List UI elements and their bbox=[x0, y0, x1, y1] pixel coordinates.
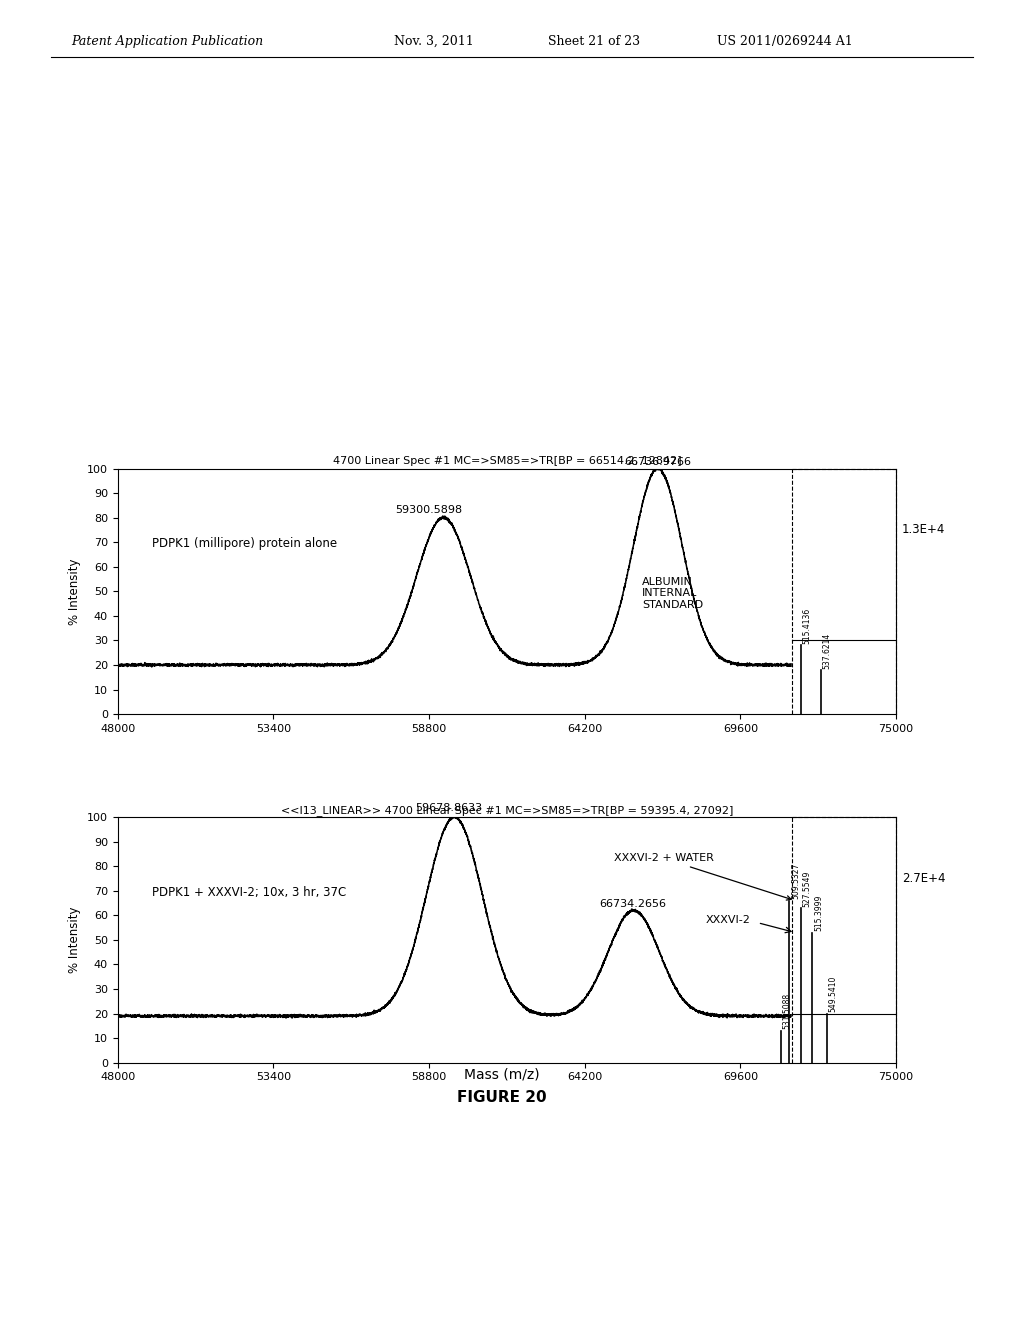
Text: 531.5088: 531.5088 bbox=[782, 994, 792, 1030]
Title: <<I13_LINEAR>> 4700 Linear Spec #1 MC=>SM85=>TR[BP = 59395.4, 27092]: <<I13_LINEAR>> 4700 Linear Spec #1 MC=>S… bbox=[281, 805, 733, 816]
Text: 515.3999: 515.3999 bbox=[814, 895, 823, 932]
Text: 527.5549: 527.5549 bbox=[803, 870, 812, 907]
Text: 1.3E+4: 1.3E+4 bbox=[902, 524, 945, 536]
Text: FIGURE 20: FIGURE 20 bbox=[457, 1090, 547, 1105]
Title: 4700 Linear Spec #1 MC=>SM85=>TR[BP = 66514.2, 12842]: 4700 Linear Spec #1 MC=>SM85=>TR[BP = 66… bbox=[333, 457, 681, 466]
Text: 515.4136: 515.4136 bbox=[803, 607, 812, 644]
Text: 549.5410: 549.5410 bbox=[828, 975, 838, 1012]
Text: US 2011/0269244 A1: US 2011/0269244 A1 bbox=[717, 34, 853, 48]
Text: XXXVI-2 + WATER: XXXVI-2 + WATER bbox=[613, 853, 792, 900]
Text: XXXVI-2: XXXVI-2 bbox=[706, 915, 751, 925]
Text: 66734.2656: 66734.2656 bbox=[599, 899, 667, 908]
Text: 59678.8633: 59678.8633 bbox=[415, 803, 482, 813]
Y-axis label: % Intensity: % Intensity bbox=[69, 907, 82, 973]
Text: 509.5327: 509.5327 bbox=[792, 863, 800, 899]
Y-axis label: % Intensity: % Intensity bbox=[69, 558, 82, 624]
Text: Nov. 3, 2011: Nov. 3, 2011 bbox=[394, 34, 474, 48]
Text: ALBUMIN
INTERNAL
STANDARD: ALBUMIN INTERNAL STANDARD bbox=[642, 577, 703, 610]
Text: PDPK1 (millipore) protein alone: PDPK1 (millipore) protein alone bbox=[153, 537, 338, 550]
Text: 66736.9766: 66736.9766 bbox=[625, 457, 691, 467]
Text: Sheet 21 of 23: Sheet 21 of 23 bbox=[548, 34, 640, 48]
Text: PDPK1 + XXXVI-2; 10x, 3 hr, 37C: PDPK1 + XXXVI-2; 10x, 3 hr, 37C bbox=[153, 886, 346, 899]
Text: 537.6214: 537.6214 bbox=[823, 632, 831, 669]
Text: 59300.5898: 59300.5898 bbox=[395, 504, 463, 515]
Text: Mass (m/z): Mass (m/z) bbox=[464, 1068, 540, 1081]
Text: 2.7E+4: 2.7E+4 bbox=[902, 873, 945, 884]
Text: Patent Application Publication: Patent Application Publication bbox=[72, 34, 264, 48]
